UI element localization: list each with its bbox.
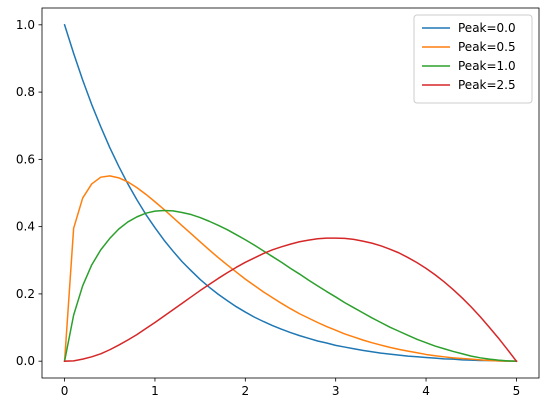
series-line-3 — [63, 237, 518, 363]
y-tick-label: 0.2 — [16, 287, 35, 301]
legend: Peak=0.0 Peak=0.5 Peak=1.0 Peak=2.5 — [413, 14, 533, 104]
plot-frame — [41, 7, 540, 379]
x-tick-label: 2 — [241, 384, 249, 398]
axis-ticks: 0 1 2 3 4 5 0.0 0.2 0.4 0.6 0.8 1.0 — [16, 18, 520, 398]
x-tick-label: 0 — [61, 384, 69, 398]
y-tick-label: 0.4 — [16, 220, 35, 234]
x-tick-label: 4 — [422, 384, 430, 398]
x-tick-label: 1 — [151, 384, 159, 398]
legend-box — [413, 14, 533, 104]
series-lines — [63, 23, 518, 363]
x-tick-label: 5 — [513, 384, 521, 398]
y-tick-label: 0.6 — [16, 152, 35, 166]
legend-label: Peak=1.0 — [458, 59, 516, 73]
legend-label: Peak=2.5 — [458, 78, 516, 92]
series-line-2 — [63, 209, 518, 363]
series-line-1 — [63, 175, 518, 362]
legend-label: Peak=0.0 — [458, 21, 516, 35]
y-tick-label: 1.0 — [16, 18, 35, 32]
legend-label: Peak=0.5 — [458, 40, 516, 54]
y-tick-label: 0.8 — [16, 85, 35, 99]
x-tick-label: 3 — [332, 384, 340, 398]
series-line-0 — [63, 23, 518, 362]
y-tick-label: 0.0 — [16, 354, 35, 368]
